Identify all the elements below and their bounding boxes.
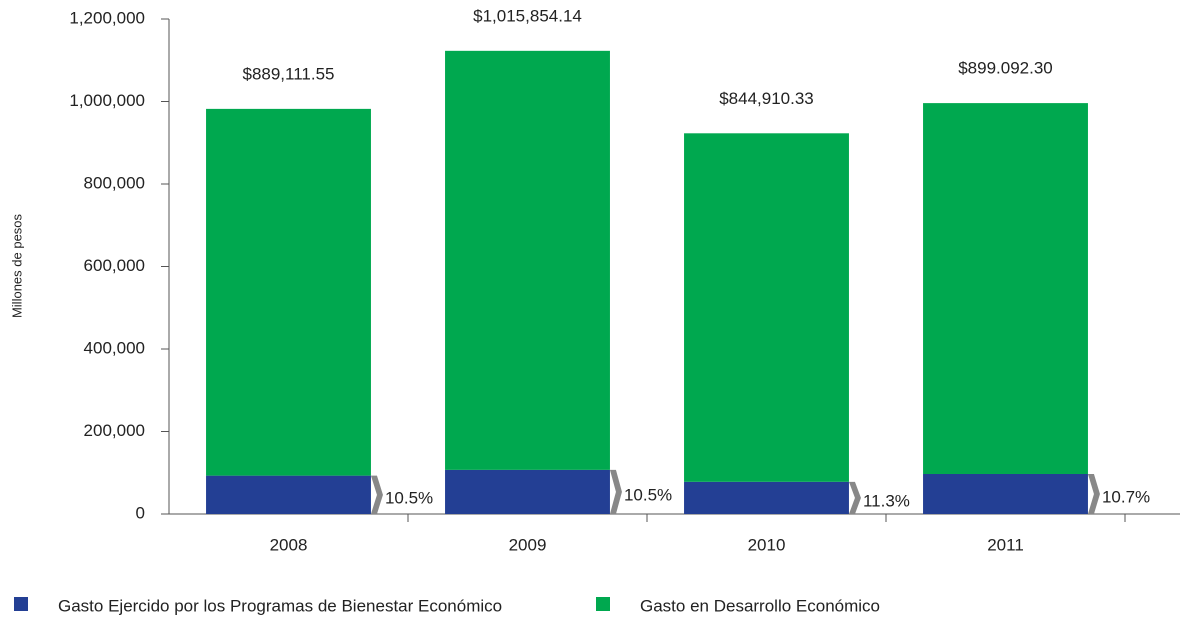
y-tick-label: 1,000,000 (69, 91, 145, 110)
legend-label: Gasto en Desarrollo Económico (640, 596, 880, 615)
share-label: 10.5% (385, 488, 433, 507)
share-label: 10.7% (1102, 487, 1150, 506)
share-label: 11.3% (863, 491, 910, 510)
y-tick-label: 800,000 (84, 173, 145, 192)
bar-segment (206, 108, 371, 476)
bar-segment (206, 475, 371, 514)
y-tick-label: 1,200,000 (69, 8, 145, 27)
bar-segment (684, 481, 849, 514)
share-arrow (609, 469, 622, 514)
share-arrow (370, 475, 383, 514)
bar-segment (445, 50, 610, 470)
bar-segment (923, 103, 1088, 474)
data-label: $889,111.55 (242, 64, 334, 83)
y-tick-label: 600,000 (84, 256, 145, 275)
x-tick-label: 2009 (509, 535, 547, 554)
data-label: $1,015,854.14 (473, 6, 582, 25)
x-tick-label: 2011 (987, 535, 1024, 554)
legend-label: Gasto Ejercido por los Programas de Bien… (58, 596, 502, 615)
x-tick-label: 2008 (270, 535, 308, 554)
x-tick-label: 2010 (748, 535, 786, 554)
y-tick-label: 0 (136, 503, 145, 522)
legend-swatch (596, 597, 610, 611)
bar-segment (684, 133, 849, 482)
data-label: $899.092.30 (958, 59, 1053, 78)
bar-segment (923, 473, 1088, 514)
y-tick-label: 200,000 (84, 421, 145, 440)
data-label: $844,910.33 (719, 89, 814, 108)
legend-swatch (14, 597, 28, 611)
y-axis-label: Millones de pesos (9, 213, 24, 318)
share-arrow (1087, 473, 1100, 514)
bar-segment (445, 469, 610, 514)
y-tick-label: 400,000 (84, 338, 145, 357)
share-arrow (848, 481, 861, 514)
share-label: 10.5% (624, 485, 672, 504)
